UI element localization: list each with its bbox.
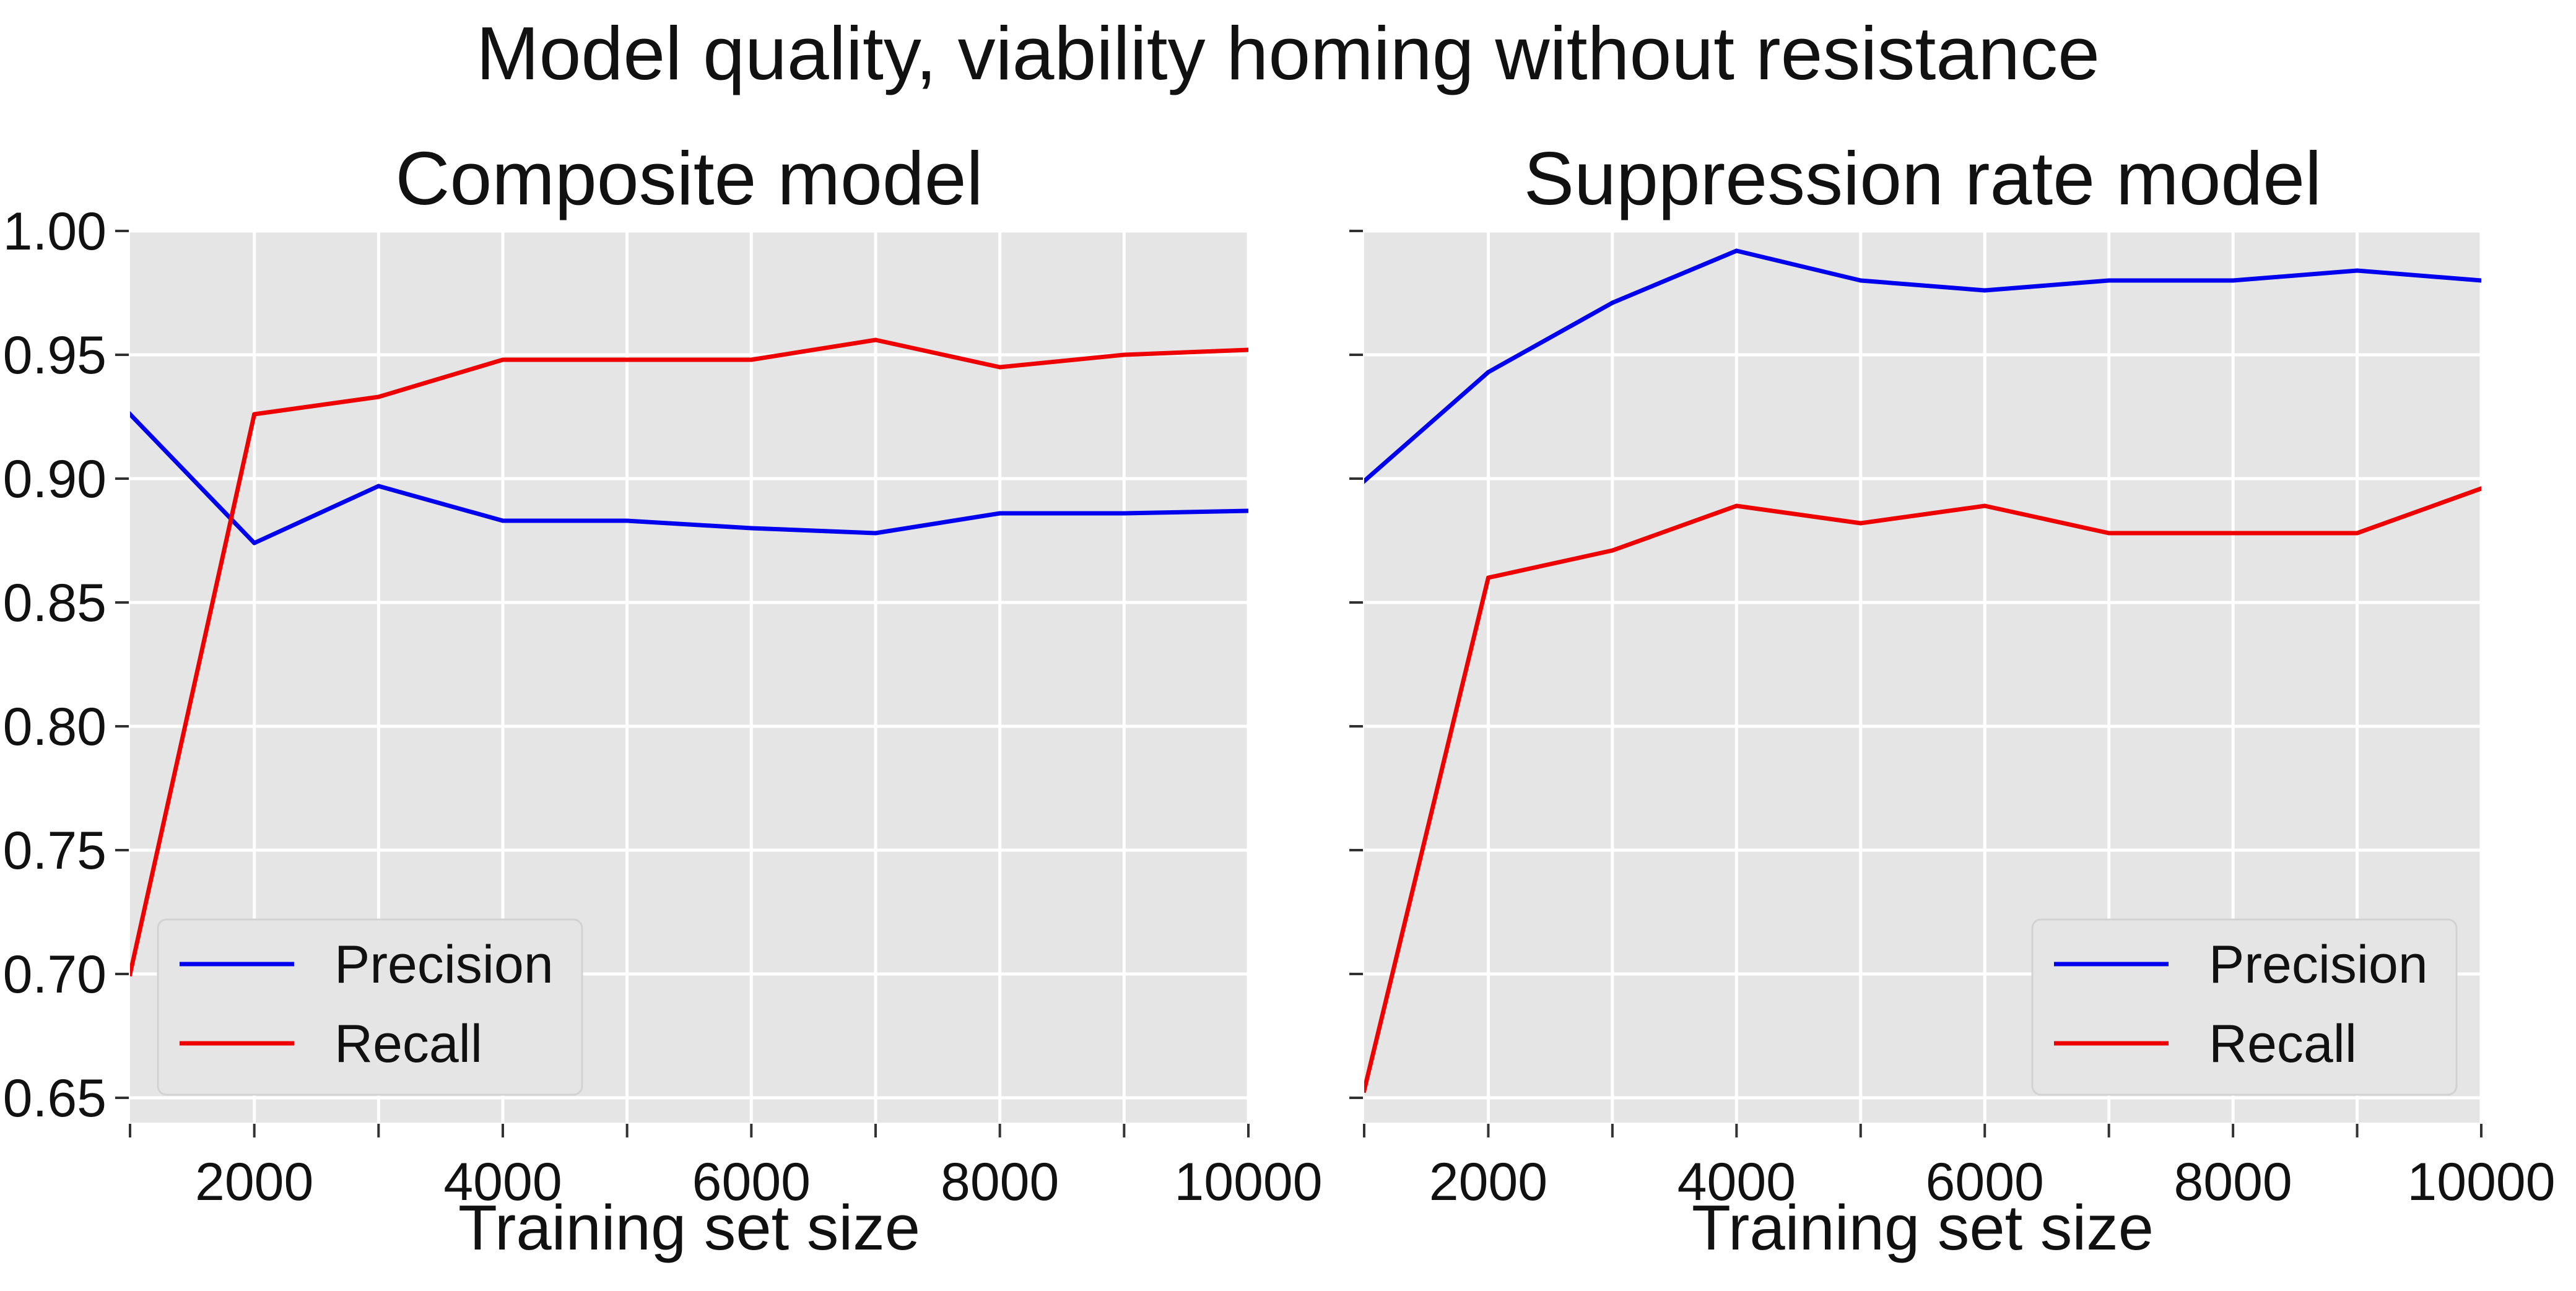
x-axis-label: Training set size	[1692, 1192, 2154, 1263]
data-point-recall	[998, 365, 1003, 370]
data-point-precision	[1610, 300, 1615, 305]
data-point-precision	[1486, 370, 1490, 375]
x-tick-label: 10000	[1174, 1152, 1322, 1212]
data-point-recall	[1121, 352, 1126, 357]
legend-label-recall: Recall	[2209, 1014, 2357, 1074]
figure-suptitle: Model quality, viability homing without …	[476, 11, 2100, 95]
data-point-precision	[2355, 268, 2360, 273]
data-point-precision	[2107, 278, 2112, 283]
panel-composite-model: 2000 4000 6000 8000 10000 0.65 0.70 0.75 0.80 0.8…	[3, 136, 1323, 1263]
x-tick-label: 6000	[1926, 1152, 2044, 1212]
data-point-precision	[749, 526, 754, 531]
x-axis-label: Training set size	[458, 1192, 920, 1263]
data-point-precision	[625, 518, 630, 523]
y-tick-label: 0.80	[3, 697, 107, 757]
y-tick-label: 1.00	[3, 202, 107, 261]
data-point-recall	[1610, 548, 1615, 553]
series-precision-suppression	[1364, 248, 2481, 484]
y-tick-label: 0.95	[3, 326, 107, 385]
legend-suppression: Precision Recall	[2031, 918, 2458, 1096]
data-point-precision	[2230, 278, 2235, 283]
x-tick-label: 4000	[1677, 1152, 1796, 1212]
legend-label-precision: Precision	[334, 935, 554, 994]
data-point-recall	[625, 357, 630, 362]
y-tick-label: 0.75	[3, 821, 107, 880]
data-point-precision	[998, 511, 1003, 516]
x-tick-label: 6000	[692, 1152, 811, 1212]
series-line-precision	[130, 411, 1248, 546]
x-tick-label: 8000	[941, 1152, 1059, 1212]
series-recall-composite	[130, 337, 1248, 977]
data-point-recall	[1364, 1088, 1367, 1093]
data-point-precision	[252, 541, 257, 546]
data-point-recall	[2230, 531, 2235, 536]
data-point-recall	[2479, 486, 2481, 491]
data-point-recall	[2107, 531, 2112, 536]
data-point-precision	[1734, 248, 1739, 253]
legend-label-recall: Recall	[334, 1014, 482, 1074]
series-line-precision	[1364, 248, 2481, 484]
data-point-recall	[2355, 531, 2360, 536]
data-point-precision	[376, 484, 381, 489]
legend-composite: Precision Recall	[157, 918, 583, 1096]
data-point-recall	[1982, 503, 1987, 508]
series-line-recall	[1364, 486, 2481, 1093]
series-recall-suppression	[1364, 486, 2481, 1093]
data-point-precision	[1858, 278, 1863, 283]
data-point-recall	[500, 357, 505, 362]
y-tick-label: 0.85	[3, 573, 107, 633]
panel-suppression-rate-model: 2000 4000 6000 8000 10000 Suppression rate mo…	[1349, 136, 2556, 1263]
data-point-precision	[2479, 278, 2481, 283]
y-tick-label: 0.65	[3, 1069, 107, 1128]
y-tick-label: 0.70	[3, 945, 107, 1004]
data-point-precision	[1982, 288, 1987, 293]
data-point-recall	[130, 972, 133, 976]
panel-title: Composite model	[395, 136, 983, 220]
data-point-recall	[873, 337, 878, 342]
data-point-precision	[1246, 508, 1248, 513]
data-point-recall	[1486, 575, 1490, 580]
series-line-recall	[130, 337, 1248, 977]
x-tick-label: 4000	[443, 1152, 562, 1212]
x-tick-label: 8000	[2174, 1152, 2292, 1212]
data-point-recall	[1858, 521, 1863, 526]
y-tick-label: 0.90	[3, 450, 107, 509]
legend-label-precision: Precision	[2209, 935, 2428, 994]
data-point-recall	[1246, 347, 1248, 352]
data-point-recall	[1734, 503, 1739, 508]
data-point-precision	[500, 518, 505, 523]
data-point-precision	[1121, 511, 1126, 516]
tick-marks-suppression	[1349, 230, 2482, 1137]
data-point-precision	[130, 412, 133, 417]
x-tick-label: 2000	[195, 1152, 313, 1212]
x-tick-label: 2000	[1429, 1152, 1547, 1212]
data-point-recall	[749, 357, 754, 362]
series-precision-composite	[130, 411, 1248, 546]
data-point-recall	[252, 412, 257, 417]
gridlines-composite	[130, 229, 1250, 1123]
data-point-precision	[1364, 479, 1367, 484]
tick-marks-composite	[115, 230, 1250, 1137]
data-point-recall	[376, 394, 381, 399]
panel-title: Suppression rate model	[1524, 136, 2322, 220]
x-tick-label: 10000	[2407, 1152, 2555, 1212]
data-point-precision	[873, 531, 878, 536]
